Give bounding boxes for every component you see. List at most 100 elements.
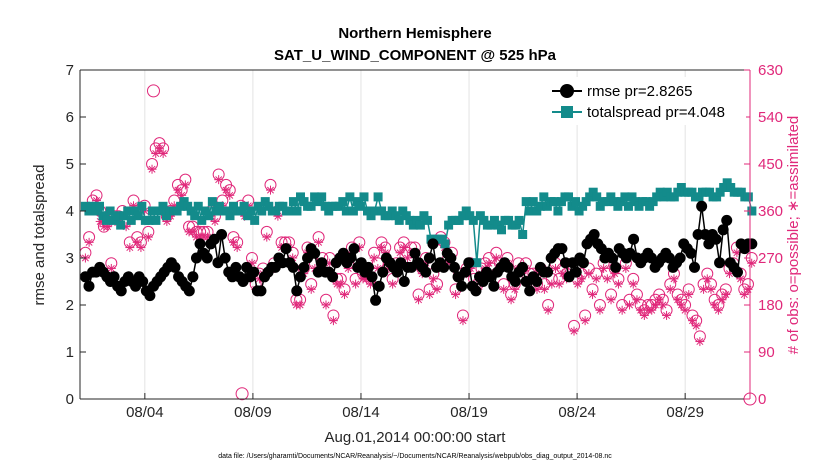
obs-assimilated-point bbox=[328, 316, 338, 326]
spread-point bbox=[387, 206, 397, 216]
obs-assimilated-point bbox=[702, 274, 712, 284]
spread-point bbox=[458, 211, 468, 221]
spread-point bbox=[581, 197, 591, 207]
obs-assimilated-point bbox=[602, 274, 612, 284]
chart-title-line1: Northern Hemisphere bbox=[338, 25, 491, 42]
rmse-point bbox=[688, 261, 700, 273]
rmse-point bbox=[169, 261, 181, 273]
rmse-point bbox=[674, 252, 686, 264]
spread-point bbox=[489, 215, 499, 225]
spread-point bbox=[419, 211, 429, 221]
rmse-point bbox=[448, 261, 460, 273]
rmse-point bbox=[427, 238, 439, 250]
spread-point bbox=[225, 211, 235, 221]
obs-highlight-point bbox=[146, 84, 160, 98]
spread-point bbox=[172, 206, 182, 216]
obs-assimilated-point bbox=[710, 300, 720, 310]
spread-series bbox=[80, 178, 757, 268]
obs-assimilated-point bbox=[695, 337, 705, 347]
obs-assimilated-point bbox=[154, 143, 164, 153]
spread-point bbox=[91, 206, 101, 216]
obs-assimilated-point bbox=[428, 274, 438, 284]
spread-point bbox=[673, 187, 683, 197]
y-right-tick-label: 180 bbox=[758, 297, 783, 314]
y-axis-label-right: # of obs: o=possible; ∗=assimilated bbox=[785, 116, 802, 355]
obs-assimilated-point bbox=[377, 243, 387, 253]
rmse-point bbox=[628, 233, 640, 245]
spread-point bbox=[363, 206, 373, 216]
y-left-tick-label: 1 bbox=[66, 344, 74, 361]
spread-point bbox=[564, 192, 574, 202]
rmse-point bbox=[721, 214, 733, 226]
obs-assimilated-point bbox=[214, 175, 224, 185]
obs-assimilated-point bbox=[136, 243, 146, 253]
rmse-point bbox=[309, 247, 321, 259]
spread-point bbox=[370, 206, 380, 216]
obs-assimilated-point bbox=[625, 300, 635, 310]
spread-point bbox=[95, 201, 105, 211]
obs-highlight-point bbox=[235, 387, 249, 401]
spread-point bbox=[662, 187, 672, 197]
spread-point bbox=[246, 206, 256, 216]
spread-point bbox=[207, 197, 217, 207]
rmse-point bbox=[588, 229, 600, 240]
rmse-point bbox=[409, 247, 421, 259]
rmse-point bbox=[398, 276, 410, 287]
obs-assimilated-point bbox=[687, 316, 697, 326]
spread-point bbox=[296, 192, 306, 202]
rmse-point bbox=[746, 238, 758, 250]
x-axis-label: Aug.01,2014 00:00:00 start bbox=[325, 429, 507, 446]
obs-assimilated-point bbox=[210, 216, 220, 226]
ticks: 0 1 2 3 4 5 6 7 0 90 180 270 360 450 540 630 08/04 08/09 0… bbox=[66, 62, 783, 421]
spread-point bbox=[412, 215, 422, 225]
spread-point bbox=[444, 220, 454, 230]
spread-point bbox=[317, 192, 327, 202]
rmse-point bbox=[470, 285, 482, 297]
obs-assimilated-point bbox=[295, 300, 305, 310]
obs-assimilated-point bbox=[743, 284, 753, 294]
spread-point bbox=[84, 206, 94, 216]
spread-point bbox=[602, 197, 612, 207]
spread-point bbox=[260, 197, 270, 207]
spread-point bbox=[151, 215, 161, 225]
spread-point bbox=[112, 211, 122, 221]
obs-assimilated-point bbox=[499, 284, 509, 294]
rmse-point bbox=[316, 257, 328, 269]
rmse-point bbox=[83, 280, 95, 292]
obs-assimilated-point bbox=[617, 305, 627, 315]
spread-point bbox=[211, 206, 221, 216]
spread-point bbox=[162, 211, 172, 221]
spread-point bbox=[542, 201, 552, 211]
spread-point bbox=[525, 206, 535, 216]
rmse-point bbox=[366, 271, 378, 283]
obs-assimilated-point bbox=[484, 258, 494, 268]
rmse-point bbox=[362, 261, 374, 273]
obs-assimilated-point bbox=[595, 305, 605, 315]
spread-point bbox=[320, 201, 330, 211]
spread-point bbox=[239, 201, 249, 211]
obs-assimilated-point bbox=[650, 300, 660, 310]
spread-point bbox=[278, 201, 288, 211]
obs-assimilated-point bbox=[425, 290, 435, 300]
obs-assimilated-point bbox=[225, 190, 235, 200]
spread-point bbox=[669, 192, 679, 202]
rmse-point bbox=[556, 243, 568, 255]
obs-assimilated-point bbox=[262, 232, 272, 242]
obs-assimilated-point bbox=[676, 300, 686, 310]
spread-point bbox=[437, 234, 447, 244]
rmse-point bbox=[610, 261, 622, 273]
rmse-point bbox=[373, 280, 385, 292]
spread-point bbox=[250, 215, 260, 225]
legend-rmse-marker bbox=[560, 84, 574, 98]
y-left-tick-label: 3 bbox=[66, 250, 74, 267]
spread-point bbox=[585, 192, 595, 202]
obs-assimilated-point bbox=[639, 310, 649, 320]
spread-point bbox=[687, 187, 697, 197]
obs-assimilated-point bbox=[147, 164, 157, 174]
spread-point bbox=[366, 211, 376, 221]
spread-point bbox=[468, 215, 478, 225]
obs-assimilated-point bbox=[232, 243, 242, 253]
obs-assimilated-point bbox=[388, 279, 398, 289]
